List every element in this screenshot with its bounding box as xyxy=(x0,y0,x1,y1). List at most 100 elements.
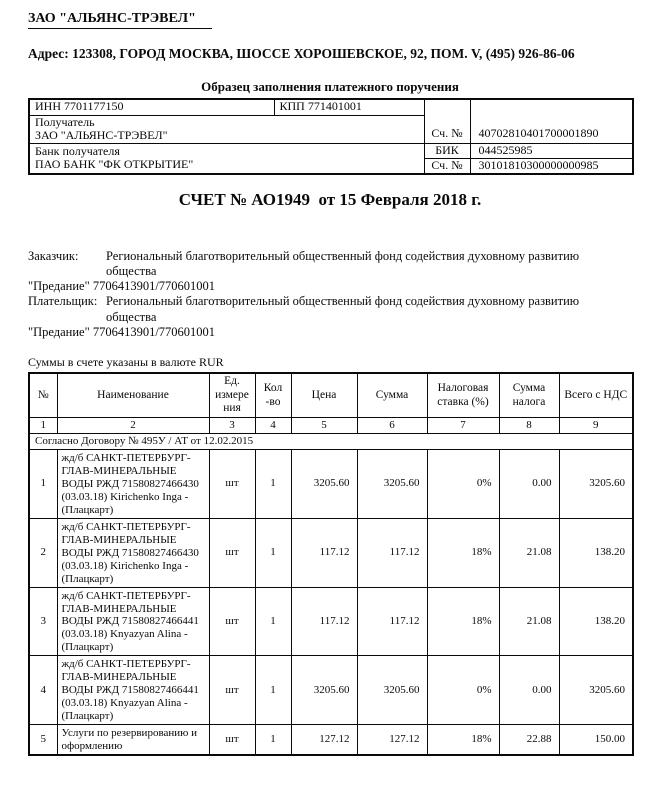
company-name: ЗАО "АЛЬЯНС-ТРЭВЕЛ" xyxy=(28,11,212,29)
item-row: 5 Услуги по резервированию и оформлению … xyxy=(28,724,634,756)
bank-name: ПАО БАНК "ФК ОТКРЫТИЕ" xyxy=(35,157,194,172)
item-total: 3205.60 xyxy=(558,655,634,726)
parties-block: Заказчик: Региональный благотворительный… xyxy=(28,249,632,341)
bik-value-cell: 044525985 xyxy=(469,143,634,159)
item-total: 150.00 xyxy=(558,724,634,756)
inn-cell: ИНН 7701177150 xyxy=(28,98,275,116)
item-price: 127.12 xyxy=(290,724,358,756)
item-number: 3 xyxy=(28,586,58,657)
item-tax-rate: 18% xyxy=(426,586,500,657)
item-quantity: 1 xyxy=(254,655,292,726)
item-amount: 3205.60 xyxy=(356,655,428,726)
corr-account-label-cell: Сч. № xyxy=(423,157,471,175)
item-price: 3205.60 xyxy=(290,448,358,519)
item-total: 138.20 xyxy=(558,517,634,588)
item-name: жд/б САНКТ-ПЕТЕРБУРГ-ГЛАВ-МИНЕРАЛЬНЫЕ ВО… xyxy=(56,517,210,588)
bank-label: Банк получателя xyxy=(35,143,120,158)
column-number-cell: 7 xyxy=(426,416,500,434)
item-quantity: 1 xyxy=(254,448,292,519)
items-header-cell: Всего с НДС xyxy=(558,372,634,418)
customer-label: Заказчик: xyxy=(28,248,79,263)
payment-sample-title: Образец заполнения платежного поручения xyxy=(201,79,459,94)
item-tax-amount: 21.08 xyxy=(498,517,560,588)
item-tax-rate: 0% xyxy=(426,448,500,519)
item-price: 3205.60 xyxy=(290,655,358,726)
item-amount: 127.12 xyxy=(356,724,428,756)
item-row: 1 жд/б САНКТ-ПЕТЕРБУРГ-ГЛАВ-МИНЕРАЛЬНЫЕ … xyxy=(28,448,634,519)
item-amount: 117.12 xyxy=(356,517,428,588)
column-number-cell: 5 xyxy=(290,416,358,434)
item-total: 3205.60 xyxy=(558,448,634,519)
kpp-cell: КПП 771401001 xyxy=(273,98,425,116)
account-number-cell: 40702810401700001890 xyxy=(469,98,634,145)
item-number: 4 xyxy=(28,655,58,726)
company-header: ЗАО "АЛЬЯНС-ТРЭВЕЛ" xyxy=(28,9,632,29)
item-price: 117.12 xyxy=(290,586,358,657)
recipient-cell: Получатель ЗАО "АЛЬЯНС-ТРЭВЕЛ" xyxy=(28,114,425,145)
items-header-cell: № xyxy=(28,372,58,418)
items-table: № Наименование Ед. измере ния Кол -во Цена Су… xyxy=(28,372,634,757)
item-total: 138.20 xyxy=(558,586,634,657)
item-tax-amount: 0.00 xyxy=(498,655,560,726)
corr-account-number-cell: 30101810300000000985 xyxy=(469,157,634,175)
item-quantity: 1 xyxy=(254,724,292,756)
invoice-title: СЧЕТ № АО1949 от 15 Февраля 2018 г. xyxy=(178,189,482,209)
column-number-cell: 3 xyxy=(208,416,256,434)
item-quantity: 1 xyxy=(254,586,292,657)
items-header-cell: Цена xyxy=(290,372,358,418)
item-tax-amount: 21.08 xyxy=(498,586,560,657)
column-number-cell: 1 xyxy=(28,416,58,434)
item-name: жд/б САНКТ-ПЕТЕРБУРГ-ГЛАВ-МИНЕРАЛЬНЫЕ ВО… xyxy=(56,448,210,519)
invoice-document: ЗАО "АЛЬЯНС-ТРЭВЕЛ" Адрес: 123308, ГОРОД… xyxy=(28,9,634,757)
item-row: 4 жд/б САНКТ-ПЕТЕРБУРГ-ГЛАВ-МИНЕРАЛЬНЫЕ … xyxy=(28,655,634,726)
payer-row: Плательщик: Региональный благотворительн… xyxy=(28,294,632,325)
item-price: 117.12 xyxy=(290,517,358,588)
bank-details-table: ИНН 7701177150 КПП 771401001 Сч. № 40702… xyxy=(28,98,634,175)
items-header-row: № Наименование Ед. измере ния Кол -во Цена Су… xyxy=(28,372,634,418)
items-header-cell: Ед. измере ния xyxy=(208,372,256,418)
item-tax-rate: 0% xyxy=(426,655,500,726)
item-quantity: 1 xyxy=(254,517,292,588)
items-header-cell: Налоговая ставка (%) xyxy=(426,372,500,418)
item-row: 3 жд/б САНКТ-ПЕТЕРБУРГ-ГЛАВ-МИНЕРАЛЬНЫЕ … xyxy=(28,586,634,657)
column-number-cell: 8 xyxy=(498,416,560,434)
items-header-cell: Наименование xyxy=(56,372,210,418)
column-number-cell: 2 xyxy=(56,416,210,434)
currency-note: Суммы в счете указаны в валюте RUR xyxy=(28,355,224,370)
item-name: жд/б САНКТ-ПЕТЕРБУРГ-ГЛАВ-МИНЕРАЛЬНЫЕ ВО… xyxy=(56,586,210,657)
item-unit: шт xyxy=(208,655,256,726)
contract-note-row: Согласно Договору № 495У / АТ от 12.02.2… xyxy=(28,432,634,450)
items-header-cell: Сумма налога xyxy=(498,372,560,418)
payer-label: Плательщик: xyxy=(28,294,98,309)
item-amount: 3205.60 xyxy=(356,448,428,519)
recipient-label: Получатель xyxy=(35,115,95,129)
account-label-cell: Сч. № xyxy=(423,98,471,145)
item-number: 2 xyxy=(28,517,58,588)
column-number-cell: 6 xyxy=(356,416,428,434)
item-name: жд/б САНКТ-ПЕТЕРБУРГ-ГЛАВ-МИНЕРАЛЬНЫЕ ВО… xyxy=(56,655,210,726)
item-number: 5 xyxy=(28,724,58,756)
item-unit: шт xyxy=(208,586,256,657)
item-tax-amount: 22.88 xyxy=(498,724,560,756)
items-header-cell: Кол -во xyxy=(254,372,292,418)
customer-name-line1: Региональный благотворительный обществен… xyxy=(106,248,580,278)
customer-name-line2: "Предание" 7706413901/770601001 xyxy=(28,279,216,294)
company-address: Адрес: 123308, ГОРОД МОСКВА, ШОССЕ ХОРОШ… xyxy=(28,46,575,61)
column-number-cell: 9 xyxy=(558,416,634,434)
payer-name-line2: "Предание" 7706413901/770601001 xyxy=(28,324,216,339)
column-number-cell: 4 xyxy=(254,416,292,434)
contract-note-cell: Согласно Договору № 495У / АТ от 12.02.2… xyxy=(28,432,634,450)
item-tax-rate: 18% xyxy=(426,517,500,588)
recipient-name: ЗАО "АЛЬЯНС-ТРЭВЕЛ" xyxy=(35,128,168,143)
item-amount: 117.12 xyxy=(356,586,428,657)
bik-label-cell: БИК xyxy=(423,143,471,159)
item-tax-rate: 18% xyxy=(426,724,500,756)
item-name: Услуги по резервированию и оформлению xyxy=(56,724,210,756)
items-header-cell: Сумма xyxy=(356,372,428,418)
item-unit: шт xyxy=(208,448,256,519)
payer-name-line1: Региональный благотворительный обществен… xyxy=(106,294,580,324)
item-tax-amount: 0.00 xyxy=(498,448,560,519)
item-unit: шт xyxy=(208,517,256,588)
item-row: 2 жд/б САНКТ-ПЕТЕРБУРГ-ГЛАВ-МИНЕРАЛЬНЫЕ … xyxy=(28,517,634,588)
